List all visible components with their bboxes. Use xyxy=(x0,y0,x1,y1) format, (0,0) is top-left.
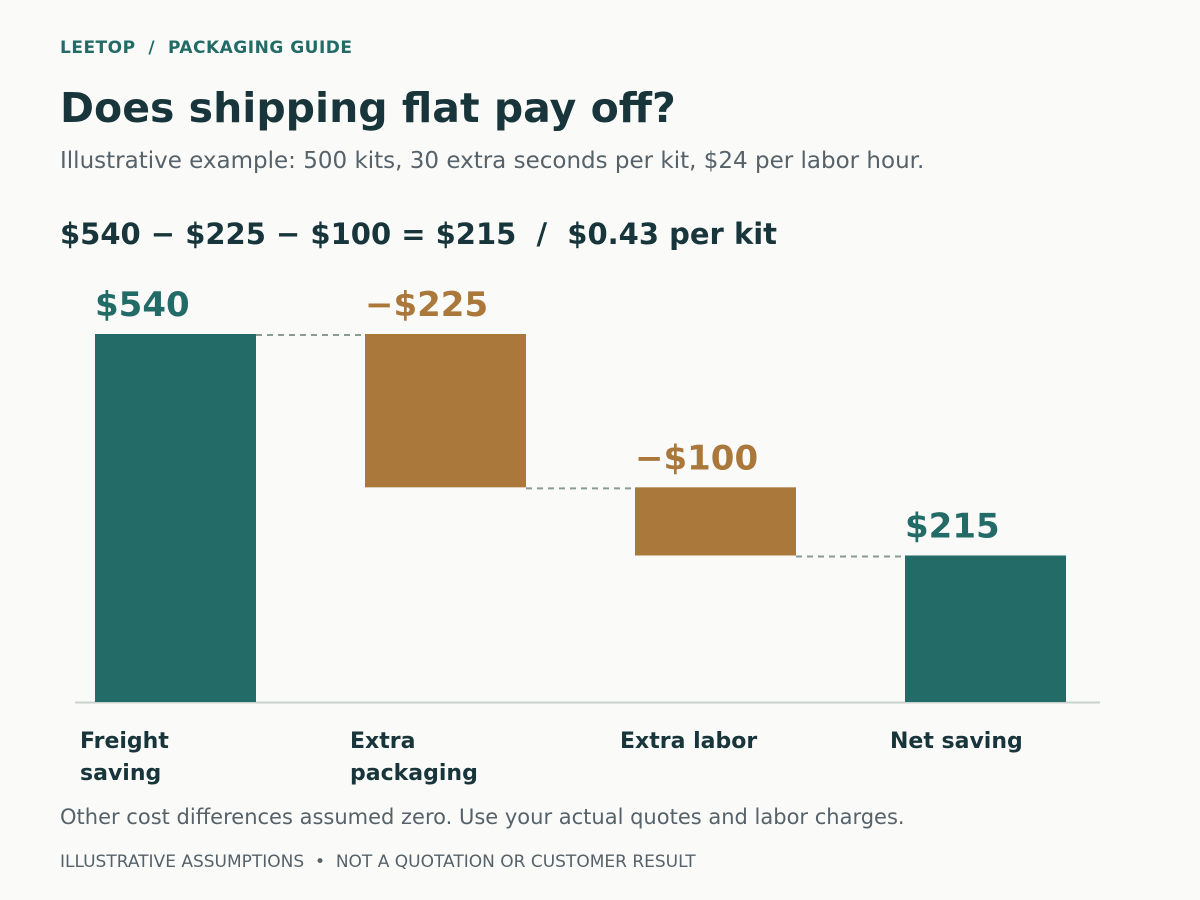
bar xyxy=(95,334,256,702)
chart-subtitle: Illustrative example: 500 kits, 30 extra… xyxy=(60,148,925,174)
value-label: $540 xyxy=(95,285,190,325)
formula: $540 − $225 − $100 = $215 / $0.43 per ki… xyxy=(60,217,778,251)
value-label: −$100 xyxy=(635,438,758,478)
breadcrumb: LEETOP / PACKAGING GUIDE xyxy=(60,38,353,58)
x-tick-label: Extra labor xyxy=(620,729,758,754)
bar xyxy=(905,555,1066,702)
bar xyxy=(365,334,526,488)
x-tick-label: Net saving xyxy=(890,729,1023,754)
value-label: $215 xyxy=(905,506,1000,546)
x-tick-label: Extra packaging xyxy=(350,729,478,786)
value-label: −$225 xyxy=(365,285,488,325)
note: Other cost differences assumed zero. Use… xyxy=(60,805,905,829)
bar xyxy=(635,487,796,556)
chart-title: Does shipping flat pay off? xyxy=(60,84,676,132)
x-tick-label: Freight saving xyxy=(80,729,169,786)
chart: $540 −$225 −$100 $215 xyxy=(75,285,1100,704)
disclaimer: ILLUSTRATIVE ASSUMPTIONS • NOT A QUOTATI… xyxy=(60,852,696,872)
